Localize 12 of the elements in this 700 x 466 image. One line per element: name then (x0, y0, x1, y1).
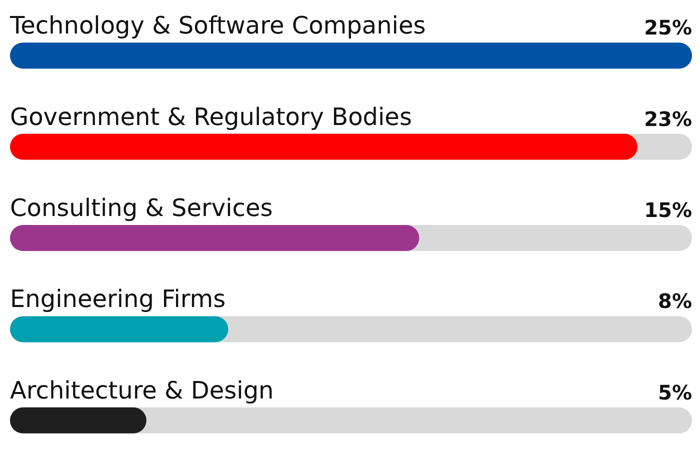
bar (10, 316, 228, 342)
y-tick-label: Engineering Firms (10, 285, 226, 314)
data-label: 25% (644, 16, 692, 40)
y-tick-label: Consulting & Services (10, 194, 273, 222)
y-tick-label: Architecture & Design (10, 376, 274, 404)
bar (10, 407, 146, 434)
data-label: 8% (658, 289, 692, 314)
data-label: 23% (644, 106, 692, 131)
data-label: 15% (644, 198, 692, 222)
data-label: 5% (658, 380, 692, 404)
y-tick-label: Government & Regulatory Bodies (10, 102, 412, 131)
y-tick-label: Technology & Software Companies (9, 12, 426, 40)
